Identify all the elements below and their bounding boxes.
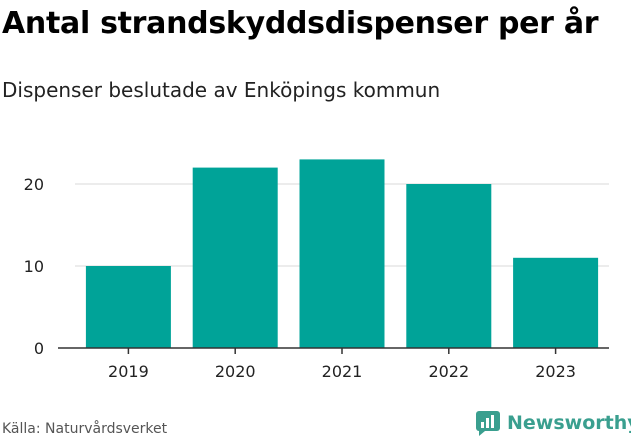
bar-2023 xyxy=(513,257,599,348)
y-tick-label: 20 xyxy=(24,175,44,194)
newsworthy-logo-text: Newsworthy xyxy=(507,412,631,434)
bars xyxy=(85,159,599,348)
x-tick-label: 2020 xyxy=(215,362,256,381)
axes: 0 10 20 2019 2020 2021 2022 2023 xyxy=(24,175,609,381)
bar-2022 xyxy=(406,184,492,348)
bar-2021 xyxy=(299,159,385,348)
x-tick-label: 2021 xyxy=(322,362,363,381)
chart-title: Antal strandskyddsdispenser per år xyxy=(2,6,599,41)
chart-subtitle: Dispenser beslutade av Enköpings kommun xyxy=(2,78,441,102)
x-tick-label: 2023 xyxy=(535,362,576,381)
x-tick-label: 2019 xyxy=(108,362,149,381)
bar-2020 xyxy=(192,167,278,348)
bar-2019 xyxy=(85,266,171,348)
newsworthy-logo: Newsworthy xyxy=(475,410,631,436)
x-tick-label: 2022 xyxy=(428,362,469,381)
y-tick-label: 0 xyxy=(34,339,44,358)
newsworthy-logo-icon xyxy=(476,411,500,436)
y-tick-label: 10 xyxy=(24,257,44,276)
source-note: Källa: Naturvårdsverket xyxy=(2,421,168,437)
